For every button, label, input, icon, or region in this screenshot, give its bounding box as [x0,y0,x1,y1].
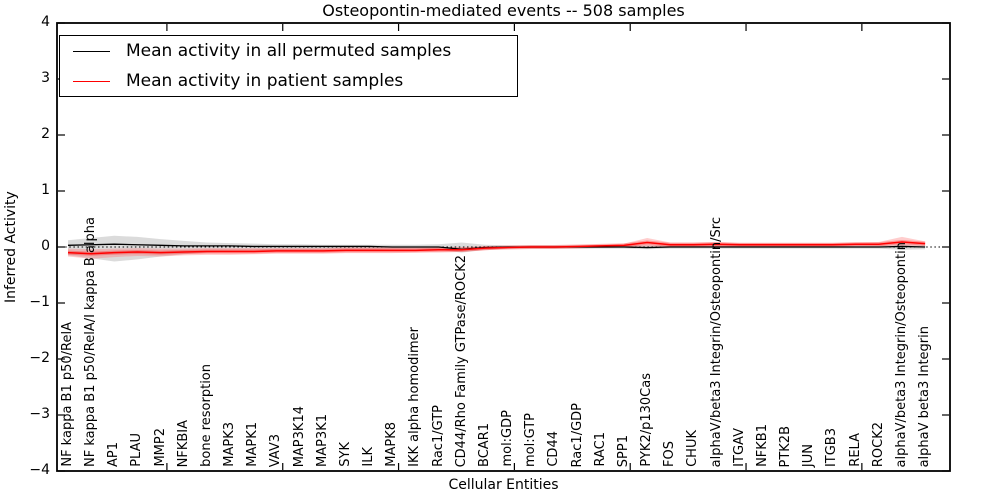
x-tick-label: JUN [801,443,817,467]
y-tick-label: 1 [41,182,50,198]
x-tick-label: BCAR1 [476,423,492,467]
x-tick-label: CHUK [685,430,701,467]
x-tick-label: MMP2 [152,428,168,467]
y-tick-label: −3 [29,406,50,422]
x-tick-label: CD44 [546,431,562,467]
x-tick-label: NFKBIA [175,419,191,467]
axis-frame [56,22,951,472]
x-tick-label: mol:GDP [499,410,515,467]
x-tick-label: ILK [360,447,376,467]
x-tick-label: MAPK3 [221,422,237,467]
patient-line-swatch [73,80,110,82]
x-tick-label: NF kappa B1 p50/RelA/I kappa B alpha [83,217,99,467]
x-tick-label: MAP3K1 [314,413,330,467]
x-tick-label: Rac1/GDP [569,402,585,467]
x-tick-label: Rac1/GTP [430,405,446,467]
x-tick-label: PLAU [129,433,145,467]
x-tick-label: FOS [662,441,678,467]
x-tick-label: SYK [337,442,353,467]
x-tick-label: alphaV/beta3 Integrin/Osteopontin/Src [708,216,724,467]
x-tick-label: NF kappa B1 p50/RelA [59,322,75,467]
legend: Mean activity in all permuted samples Me… [59,35,518,97]
x-tick-label: PYK2/p130Cas [638,373,654,467]
legend-label-patient: Mean activity in patient samples [126,71,404,91]
x-tick-label: alphaV/beta3 Integrin/Osteopontin [893,241,909,467]
x-tick-label: alphaV beta3 Integrin [916,325,932,467]
x-tick-label: ITGAV [731,428,747,467]
legend-label-permuted: Mean activity in all permuted samples [126,41,452,61]
patient-mean-line [67,241,926,255]
y-tick-label: 3 [41,70,50,86]
y-tick-label: 4 [41,14,50,30]
x-tick-label: RAC1 [592,432,608,467]
x-tick-label: RELA [847,433,863,467]
y-tick-label: 2 [41,126,50,142]
y-tick-label: −1 [29,294,50,310]
x-tick-label: VAV3 [268,433,284,467]
y-tick-label: −2 [29,350,50,366]
permuted-band [68,235,926,262]
chart-title: Osteopontin-mediated events -- 508 sampl… [322,1,685,20]
x-tick-label: MAPK8 [384,422,400,467]
x-tick-label: bone resorption [198,364,214,467]
x-tick-label: CD44/Rho Family GTPase/ROCK2 [453,254,469,467]
x-tick-label: ITGB3 [824,427,840,467]
x-axis-label: Cellular Entities [448,477,559,493]
x-tick-label: AP1 [106,441,122,467]
y-tick-label: −4 [29,462,50,478]
legend-item-patient: Mean activity in patient samples [60,66,517,96]
x-tick-label: ROCK2 [870,421,886,467]
x-tick-label: mol:GTP [523,413,539,467]
y-tick-label: 0 [41,238,50,254]
permuted-line-swatch [73,50,110,52]
x-tick-label: PTK2B [777,425,793,468]
legend-item-permuted: Mean activity in all permuted samples [60,36,517,66]
x-tick-label: NFKB1 [754,424,770,467]
x-tick-label: SPP1 [615,434,631,467]
x-tick-label: MAP3K14 [291,405,307,467]
x-tick-label: IKK alpha homodimer [407,327,423,467]
x-tick-label: MAPK1 [245,422,261,467]
